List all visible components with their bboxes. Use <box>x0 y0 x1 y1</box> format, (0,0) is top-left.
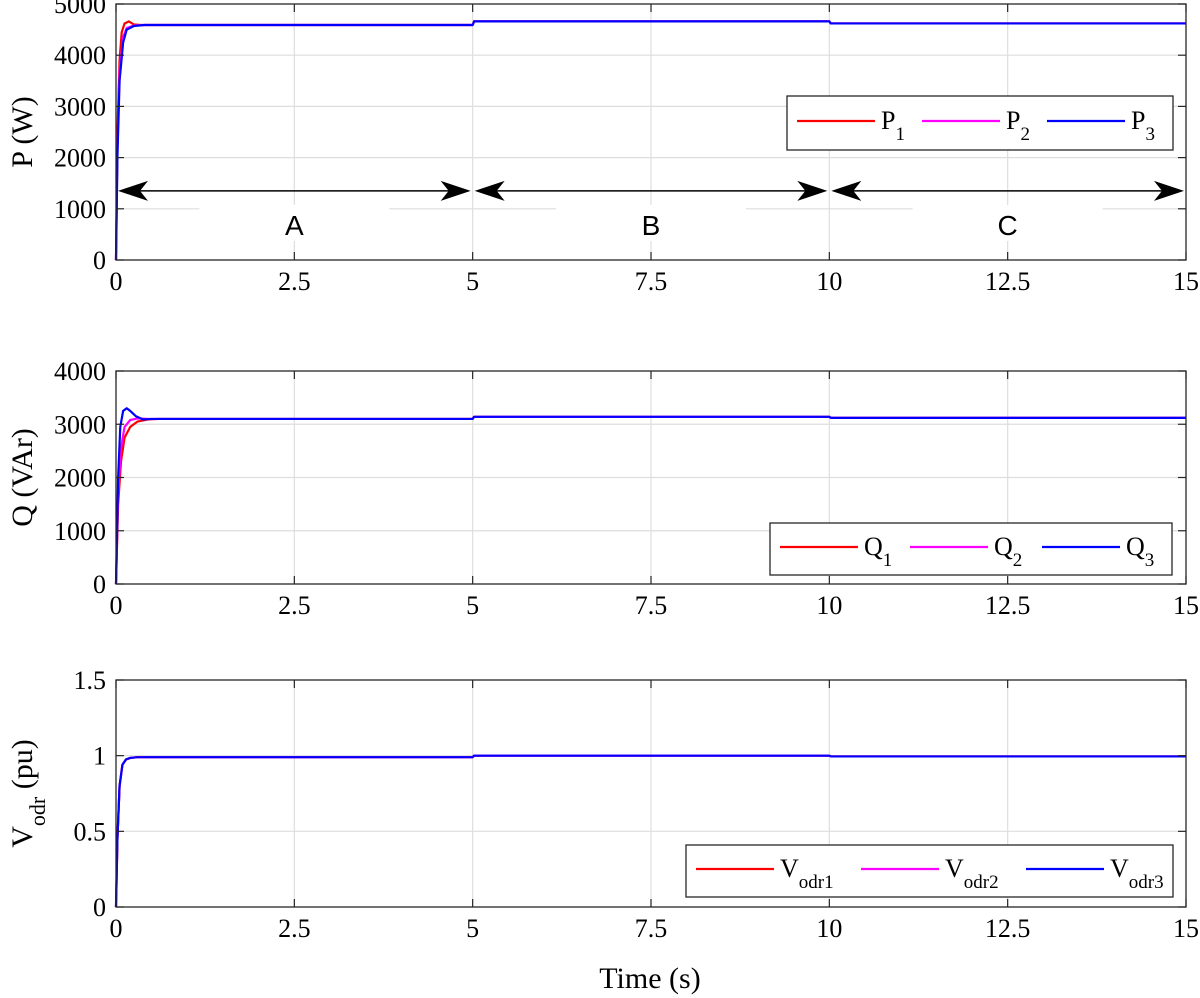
legend-entry-odr1: Vodr1 <box>780 854 834 893</box>
y-axis-label-main: V <box>6 826 39 848</box>
region-arrowhead-right <box>440 180 471 201</box>
y-tick-label: 3000 <box>54 410 106 439</box>
y-tick-label: 1.5 <box>74 666 107 695</box>
series-line-P-3 <box>114 20 1186 261</box>
x-tick-label: 12.5 <box>985 914 1031 943</box>
legend-entry-name: Q <box>864 532 883 561</box>
x-axis-label: Time (s) <box>599 962 700 995</box>
x-tick-label: 12.5 <box>985 267 1031 296</box>
y-tick-label: 5000 <box>54 0 106 19</box>
y-tick-label: 0.5 <box>74 817 107 846</box>
legend-Q: Q1 Q2 Q3 <box>769 522 1173 576</box>
y-axis-label-main: P (W) <box>6 96 39 167</box>
legend-entry-sub: 3 <box>1145 550 1155 571</box>
legend-entry-sub: odr3 <box>1129 872 1164 893</box>
x-tick-label: 2.5 <box>278 267 311 296</box>
y-axis-label: P (W) <box>6 96 39 167</box>
legend-box <box>786 95 1174 151</box>
legend-entry-1: P1 <box>881 106 905 145</box>
x-tick-label: 15 <box>1173 591 1199 620</box>
x-tick-label: 10 <box>816 591 842 620</box>
region-arrowhead-left <box>831 180 862 201</box>
region-arrowhead-right <box>797 180 828 201</box>
legend-P: P1 P2 P3 <box>786 95 1174 151</box>
y-tick-label: 0 <box>93 570 106 599</box>
region-label-bg <box>556 204 746 241</box>
y-tick-label: 0 <box>93 893 106 922</box>
y-axis-label-sub: odr <box>25 796 50 826</box>
legend-entry-name: P <box>1006 106 1020 135</box>
legend-entry-name: P <box>881 106 895 135</box>
legend-box <box>685 844 1174 898</box>
y-axis-label-main: Q (VAr) <box>6 428 39 527</box>
x-tick-label: 7.5 <box>635 267 668 296</box>
legend-entry-sub: odr1 <box>799 872 834 893</box>
legend-entry-2: P2 <box>1006 106 1030 145</box>
x-tick-label: 10 <box>816 267 842 296</box>
x-tick-label: 5 <box>466 267 479 296</box>
x-tick-label: 0 <box>110 267 123 296</box>
x-tick-label: 10 <box>816 914 842 943</box>
legend-entry-name: Q <box>1126 532 1145 561</box>
legend-entry-name: P <box>1131 106 1145 135</box>
x-tick-label: 12.5 <box>985 591 1031 620</box>
region-A: A <box>118 180 471 241</box>
region-label: C <box>998 210 1018 241</box>
x-tick-label: 15 <box>1173 267 1199 296</box>
region-C: C <box>831 180 1184 241</box>
legend-entry-sub: 2 <box>1020 124 1030 145</box>
legend-entry-name: V <box>945 854 964 883</box>
legend-entry-sub: 1 <box>895 124 905 145</box>
x-tick-label: 7.5 <box>635 591 668 620</box>
x-tick-label: 0 <box>110 914 123 943</box>
legend-entry-sub: odr2 <box>964 872 999 893</box>
legend-entry-sub: 2 <box>1013 550 1023 571</box>
region-arrowhead-right <box>1154 180 1184 201</box>
legend-entry-odr3: Vodr3 <box>1110 854 1164 893</box>
panel-P: 0 2.5 5 7.5 10 12.5 15 0 1000 2000 3000 4000 5000 P (… <box>6 0 1199 296</box>
x-tick-label: 2.5 <box>278 591 311 620</box>
region-label: B <box>642 210 661 241</box>
legend-entry-name: V <box>780 854 799 883</box>
panel-Q: 0 2.5 5 7.5 10 12.5 15 0 1000 2000 3000 4000 Q (VAr)… <box>6 357 1199 620</box>
region-arrowhead-left <box>474 180 505 201</box>
legend-entry-sub: 3 <box>1145 124 1155 145</box>
legend-box <box>769 522 1173 576</box>
legend-V: Vodr1 Vodr2 Vodr3 <box>685 844 1174 898</box>
x-tick-label: 5 <box>466 914 479 943</box>
legend-entry-odr2: Vodr2 <box>945 854 999 893</box>
region-arrowhead-left <box>118 180 148 201</box>
x-tick-label: 15 <box>1173 914 1199 943</box>
y-tick-label: 1 <box>93 742 106 771</box>
legend-entry-sub: 1 <box>883 550 893 571</box>
x-tick-label: 0 <box>110 591 123 620</box>
region-B: B <box>474 180 828 241</box>
y-tick-label: 1000 <box>54 195 106 224</box>
legend-entry-1: Q1 <box>864 532 892 571</box>
x-tick-label: 5 <box>466 591 479 620</box>
legend-entry-2: Q2 <box>994 532 1022 571</box>
y-tick-label: 2000 <box>54 464 106 493</box>
y-axis-label: Vodr (pu) <box>6 739 50 847</box>
y-tick-label: 1000 <box>54 517 106 546</box>
x-tick-label: 7.5 <box>635 914 668 943</box>
region-label: A <box>285 210 304 241</box>
legend-entry-3: Q3 <box>1126 532 1154 571</box>
y-tick-label: 4000 <box>54 41 106 70</box>
region-label-bg <box>199 204 390 241</box>
y-axis-label: Q (VAr) <box>6 428 39 527</box>
legend-entry-name: V <box>1110 854 1129 883</box>
legend-entry-3: P3 <box>1131 106 1155 145</box>
y-tick-label: 4000 <box>54 357 106 386</box>
y-tick-label: 0 <box>93 246 106 275</box>
legend-entry-name: Q <box>994 532 1013 561</box>
y-tick-label: 2000 <box>54 144 106 173</box>
region-label-bg <box>912 204 1103 241</box>
x-tick-label: 2.5 <box>278 914 311 943</box>
y-axis-label-suffix: (pu) <box>6 739 39 796</box>
series-line-V-odr3 <box>114 754 1186 908</box>
y-tick-label: 3000 <box>54 92 106 121</box>
